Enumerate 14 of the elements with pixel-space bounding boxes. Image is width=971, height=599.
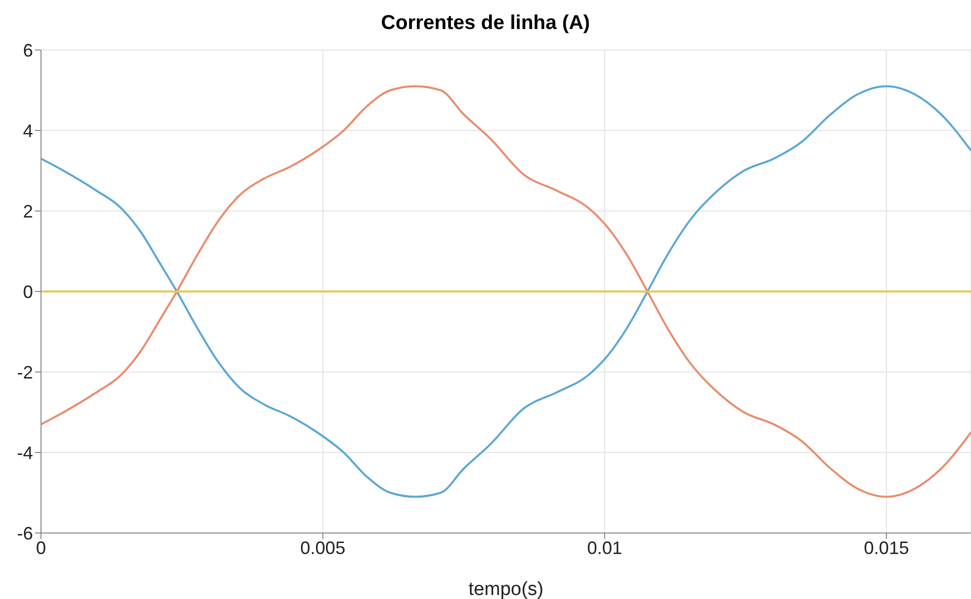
y-tick-label: -6 (16, 523, 33, 544)
x-tick-label: 0 (36, 538, 46, 558)
x-tick-label: 0.01 (587, 538, 622, 558)
y-tick-label: 2 (22, 201, 33, 222)
x-axis-title: tempo(s) (468, 579, 544, 599)
line-series (41, 85, 971, 498)
x-tick-label: 0.015 (864, 538, 909, 558)
y-tick-label: 6 (22, 40, 33, 60)
y-tick-label: -4 (16, 442, 33, 463)
y-tick-label: 4 (22, 120, 33, 141)
x-tick-label: 0.005 (300, 538, 346, 558)
y-tick-label: -2 (16, 362, 33, 382)
y-tick-label: 0 (22, 282, 33, 302)
chart-title: Correntes de linha (A) (380, 12, 591, 35)
